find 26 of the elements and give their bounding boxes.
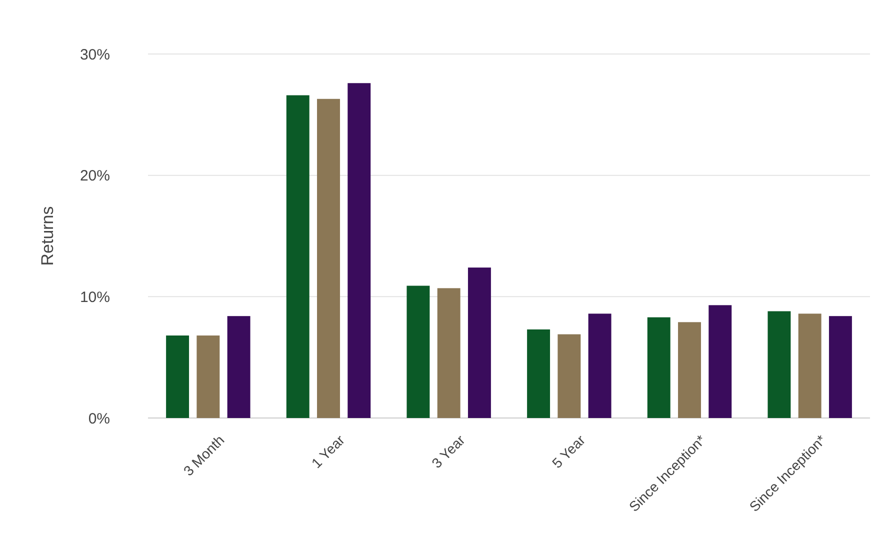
y-tick-label: 30% bbox=[80, 46, 110, 64]
bar bbox=[768, 311, 791, 418]
bar bbox=[647, 317, 670, 418]
x-tick-label: 1 Year bbox=[308, 432, 348, 472]
bar bbox=[437, 288, 460, 418]
bar bbox=[708, 305, 732, 418]
bar bbox=[286, 95, 310, 418]
y-axis-title: Returns bbox=[38, 206, 57, 266]
bar bbox=[227, 316, 250, 418]
y-tick-label: 10% bbox=[80, 288, 110, 306]
bar bbox=[348, 83, 371, 418]
bar bbox=[527, 329, 550, 418]
y-tick-label: 0% bbox=[88, 410, 110, 428]
bar bbox=[798, 314, 822, 418]
x-tick-label: 3 Year bbox=[428, 432, 468, 472]
bar bbox=[558, 334, 581, 418]
bar bbox=[828, 316, 852, 418]
x-tick-label: 5 Year bbox=[548, 432, 588, 472]
bar bbox=[588, 314, 612, 418]
bar bbox=[678, 322, 701, 418]
bar bbox=[196, 335, 220, 418]
bar bbox=[317, 98, 340, 418]
bar bbox=[406, 286, 430, 418]
bar bbox=[166, 335, 190, 418]
bar bbox=[468, 268, 491, 418]
y-tick-label: 20% bbox=[80, 168, 110, 185]
